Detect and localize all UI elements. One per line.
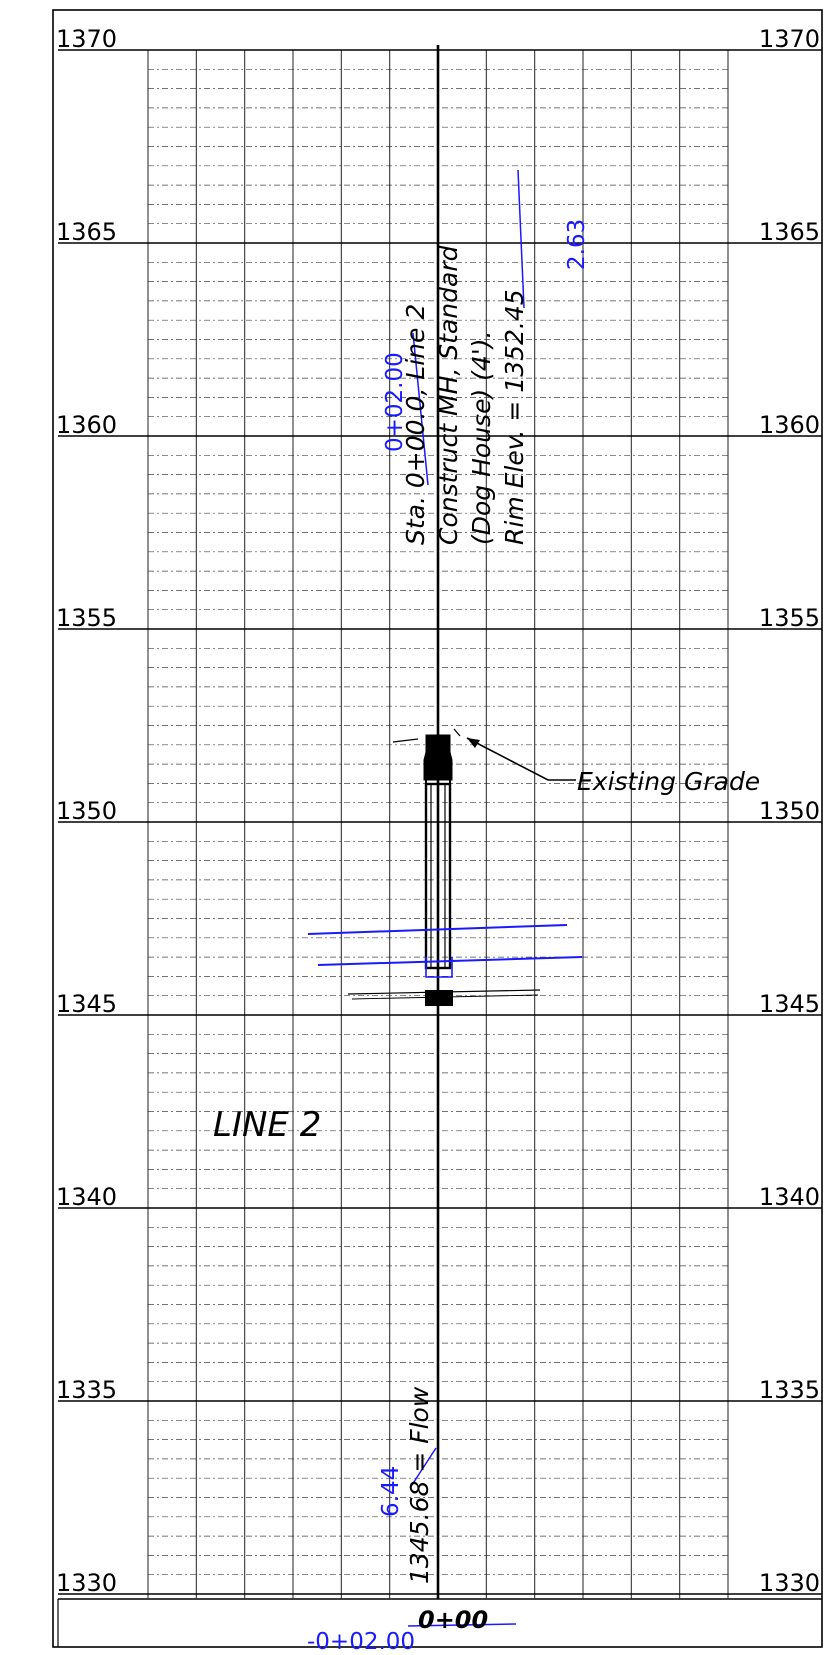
manhole-note: Sta. 0+00.0, Line 2 Construct MH, Standa… xyxy=(401,245,529,545)
right-elevation-labels: 1370 1365 1360 1355 1350 1345 1340 1335 1330 xyxy=(759,25,820,1597)
elevation-label-right: 1370 xyxy=(759,25,820,53)
elevation-label-right: 1330 xyxy=(759,1569,820,1597)
flow-note: 1345.68 = Flow xyxy=(405,1386,434,1584)
elevation-label-left: 1360 xyxy=(56,411,117,439)
manhole-note-station: Sta. 0+00.0, Line 2 xyxy=(401,304,430,545)
manhole-structure xyxy=(347,734,541,1006)
elevation-label-right: 1360 xyxy=(759,411,820,439)
revision-station-strike xyxy=(412,332,429,486)
elevation-label-left: 1355 xyxy=(56,604,117,632)
manhole-base-line-2 xyxy=(351,994,539,1000)
revision-flow-strike xyxy=(409,1447,437,1489)
manhole-note-construct: Construct MH, Standard xyxy=(434,245,463,545)
existing-grade-label: Existing Grade xyxy=(577,767,760,796)
manhole-note-type: (Dog House) (4'). xyxy=(467,331,496,545)
manhole-cone xyxy=(423,734,453,781)
elevation-label-left: 1345 xyxy=(56,990,117,1018)
elevation-label-right: 1350 xyxy=(759,797,820,825)
elevation-label-left: 1330 xyxy=(56,1569,117,1597)
sheet-border xyxy=(52,9,823,1648)
elevation-label-right: 1365 xyxy=(759,218,820,246)
revision-pipe-line-upper xyxy=(307,924,568,935)
elevation-label-left: 1340 xyxy=(56,1183,117,1211)
existing-grade-tick-right xyxy=(453,728,461,737)
left-elevation-labels: 1370 1365 1360 1355 1350 1345 1340 1335 1330 xyxy=(56,25,117,1597)
existing-grade-arrow xyxy=(467,738,480,748)
revision-manhole-outline xyxy=(425,957,453,978)
elevation-label-right: 1335 xyxy=(759,1376,820,1404)
bottom-station-label: 0+00 xyxy=(418,1606,488,1634)
elevation-label-left: 1365 xyxy=(56,218,117,246)
elevation-label-left: 1335 xyxy=(56,1376,117,1404)
manhole-base xyxy=(425,990,453,1006)
revision-rim-depth-note: 2.63 xyxy=(564,219,590,270)
manhole-base-line-1 xyxy=(347,989,541,995)
major-grid xyxy=(58,49,822,1595)
revision-flow-note: 6.44 xyxy=(378,1466,404,1517)
manhole-note-rim: Rim Elev. = 1352.45 xyxy=(500,289,529,545)
elevation-label-left: 1350 xyxy=(56,797,117,825)
elevation-label-right: 1345 xyxy=(759,990,820,1018)
existing-grade-leader xyxy=(466,737,576,781)
line-label: LINE 2 xyxy=(213,1105,321,1145)
elevation-label-right: 1340 xyxy=(759,1183,820,1211)
bottom-revision-station-label: -0+02.00 xyxy=(307,1629,415,1651)
revision-rim-strike xyxy=(517,169,525,309)
revision-bottom-strike xyxy=(407,1623,517,1627)
manhole-barrel xyxy=(424,782,452,970)
revision-station-note: 0+02.00 xyxy=(382,352,408,452)
revision-pipe-line-lower xyxy=(317,956,583,966)
elevation-label-left: 1370 xyxy=(56,25,117,53)
existing-grade-tick-left xyxy=(392,738,419,743)
elevation-label-right: 1355 xyxy=(759,604,820,632)
